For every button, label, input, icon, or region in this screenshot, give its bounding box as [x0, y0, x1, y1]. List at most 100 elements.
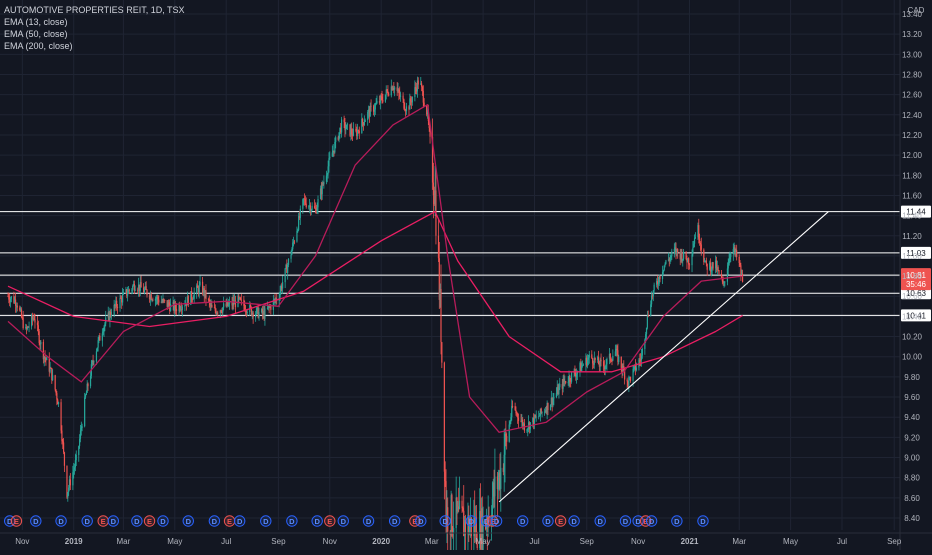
dividend-marker[interactable]: [157, 515, 169, 527]
symbol-title[interactable]: AUTOMOTIVE PROPERTIES REIT, 1D, TSX: [4, 5, 185, 15]
dividend-marker[interactable]: [182, 515, 194, 527]
earnings-marker[interactable]: [554, 515, 567, 527]
dividend-marker[interactable]: [233, 515, 246, 527]
candle-down: [305, 203, 307, 208]
candle-up: [628, 377, 630, 386]
price-axis[interactable]: 13.40 13.20 13.00 12.80 12.60 12.40 12.20 12.00…: [899, 0, 925, 550]
current-price-badge[interactable]: [901, 268, 931, 291]
candle-up: [198, 285, 200, 294]
candle-down: [208, 299, 210, 302]
event-marker-label: D: [520, 517, 526, 526]
candle-down: [511, 405, 514, 407]
candle-up: [409, 98, 411, 110]
candle-down: [721, 278, 723, 282]
time-axis[interactable]: Nov 2019 Mar May Jul Sep Nov 2020 Mar May Jul Sep No…: [0, 532, 932, 546]
dividend-marker[interactable]: [671, 515, 683, 527]
candle-down: [617, 350, 619, 362]
candle-up: [492, 482, 494, 499]
trendline-layer[interactable]: [498, 211, 829, 503]
dividend-marker[interactable]: [286, 515, 298, 527]
earnings-marker[interactable]: [639, 515, 652, 527]
x-tick-label: May: [167, 537, 182, 546]
earnings-marker[interactable]: [409, 515, 421, 527]
candle-down: [598, 364, 600, 367]
dividend-marker[interactable]: [568, 515, 580, 527]
earnings-marker[interactable]: [143, 515, 156, 527]
candle-up: [597, 357, 599, 361]
candle-up: [219, 310, 221, 314]
dividend-marker[interactable]: [517, 515, 529, 527]
candle-down: [7, 296, 9, 298]
candle-down: [158, 299, 160, 303]
dividend-marker[interactable]: [55, 515, 67, 527]
ema50-legend[interactable]: EMA (50, close): [4, 29, 68, 39]
dividend-marker[interactable]: [490, 515, 503, 527]
candle-up: [399, 95, 402, 97]
dividend-marker[interactable]: [260, 515, 272, 527]
event-marker-label: D: [263, 517, 269, 526]
dividend-marker[interactable]: [439, 515, 451, 527]
candle-up: [255, 313, 257, 318]
dividend-marker[interactable]: [131, 515, 143, 527]
support-trendline[interactable]: [498, 211, 829, 503]
dividend-marker[interactable]: [594, 515, 606, 527]
candle-down: [428, 120, 430, 128]
candle-down: [698, 225, 700, 239]
dividend-marker[interactable]: [107, 515, 120, 527]
candle-down: [621, 367, 623, 372]
candle-down: [488, 515, 490, 522]
candle-down: [452, 531, 454, 534]
candle-up: [541, 412, 543, 414]
dividend-marker[interactable]: [465, 515, 478, 527]
dividend-marker[interactable]: [542, 515, 554, 527]
dividend-marker[interactable]: [81, 515, 93, 527]
candle-down: [217, 312, 219, 314]
dividend-marker[interactable]: [208, 515, 221, 527]
candle-up: [103, 326, 105, 332]
dividend-marker[interactable]: [415, 515, 427, 527]
candle-up: [113, 304, 115, 316]
candle-down: [114, 304, 116, 307]
dividend-marker[interactable]: [337, 515, 349, 527]
x-tick-label: Nov: [631, 537, 645, 546]
dividend-marker[interactable]: [388, 515, 401, 527]
dividend-marker[interactable]: [30, 515, 42, 527]
candle-down: [36, 322, 39, 326]
candle-up: [656, 281, 658, 285]
ema50-line: [7, 104, 743, 433]
dividend-marker[interactable]: [311, 515, 323, 527]
candle-up: [564, 380, 566, 382]
earnings-marker[interactable]: [10, 515, 23, 527]
dividend-marker[interactable]: [645, 515, 658, 527]
candle-up: [284, 268, 286, 283]
candle-up: [711, 262, 713, 270]
candle-up: [156, 296, 158, 299]
candle-down: [717, 267, 719, 270]
candle-up: [361, 118, 363, 134]
event-markers[interactable]: DEDDDEDDEDDDEDDDDEDDDEDDDDEDDDEDDDDEDDD: [3, 515, 709, 527]
dividend-marker[interactable]: [362, 515, 375, 527]
earnings-marker[interactable]: [324, 515, 336, 527]
candle-up: [154, 298, 157, 301]
dividend-marker[interactable]: [619, 515, 632, 527]
earnings-marker[interactable]: [486, 515, 499, 527]
ema200-legend[interactable]: EMA (200, close): [4, 41, 73, 51]
candle-up: [521, 419, 523, 422]
candle-up: [463, 520, 466, 537]
candle-down: [66, 465, 68, 498]
candle-down: [451, 495, 453, 532]
dividend-marker[interactable]: [697, 515, 709, 527]
candle-up: [379, 95, 381, 103]
candle-down: [33, 318, 35, 320]
candle-down: [304, 199, 306, 204]
candle-down: [382, 100, 384, 102]
candle-up: [15, 305, 18, 307]
ema13-legend[interactable]: EMA (13, close): [4, 17, 68, 27]
candle-up: [373, 109, 376, 112]
candle-down: [421, 83, 423, 87]
candle-up: [504, 434, 506, 455]
x-tick-label: Nov: [323, 537, 337, 546]
